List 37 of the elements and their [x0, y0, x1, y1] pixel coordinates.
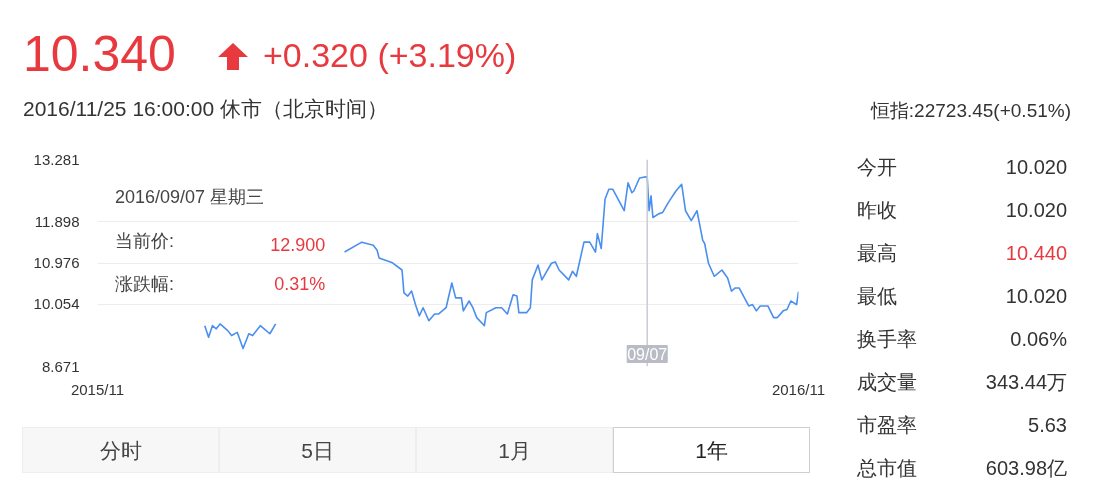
x-tick-label: 2015/11 — [70, 380, 125, 398]
y-tick-label: 13.281 — [33, 150, 80, 168]
text: 今开 — [857, 155, 897, 180]
text: 最高 — [857, 241, 897, 266]
text: 603.98亿 — [985, 456, 1067, 481]
chart-title: 10.340 — [23, 25, 176, 84]
annotation: 涨跌幅: — [115, 274, 175, 295]
annotation: 2016/09/07 星期三 — [115, 187, 265, 208]
x-tick-label: 2016/11 — [771, 380, 826, 398]
text: 分时 — [22, 427, 219, 473]
text: 换手率 — [857, 327, 917, 352]
text: 0.06% — [1010, 327, 1067, 352]
text: 市盈率 — [857, 413, 917, 438]
y-tick-label: 10.976 — [33, 254, 80, 271]
y-tick-label: 8.671 — [41, 357, 80, 375]
annotation: 12.900 — [270, 234, 326, 255]
annotation: 当前价: — [115, 230, 175, 251]
annotation: 0.31% — [274, 274, 326, 295]
text: 最低 — [857, 284, 897, 309]
text: 5.63 — [1028, 413, 1067, 438]
text: 1月 — [416, 427, 613, 473]
ref-line-label: 09/07 — [627, 345, 668, 363]
text: 总市值 — [857, 456, 917, 481]
text: 成交量 — [857, 370, 917, 395]
text: 10.020 — [1005, 284, 1067, 309]
y-tick-label: 10.054 — [33, 295, 80, 313]
text: 2016/11/25 16:00:00 休市（北京时间） — [23, 96, 388, 122]
text: 昨收 — [857, 198, 897, 223]
y-tick-label: 11.898 — [34, 212, 80, 230]
text: 10.020 — [1005, 198, 1067, 223]
chart-subtitle: +0.320 (+3.19%) — [263, 35, 517, 76]
text: 1年 — [613, 427, 810, 473]
text: 5日 — [219, 427, 416, 473]
text: 恒指:22723.45(+0.51%) — [870, 99, 1071, 123]
text: 10.020 — [1005, 155, 1067, 180]
text: 10.440 — [1005, 241, 1067, 266]
text: 343.44万 — [985, 370, 1067, 395]
